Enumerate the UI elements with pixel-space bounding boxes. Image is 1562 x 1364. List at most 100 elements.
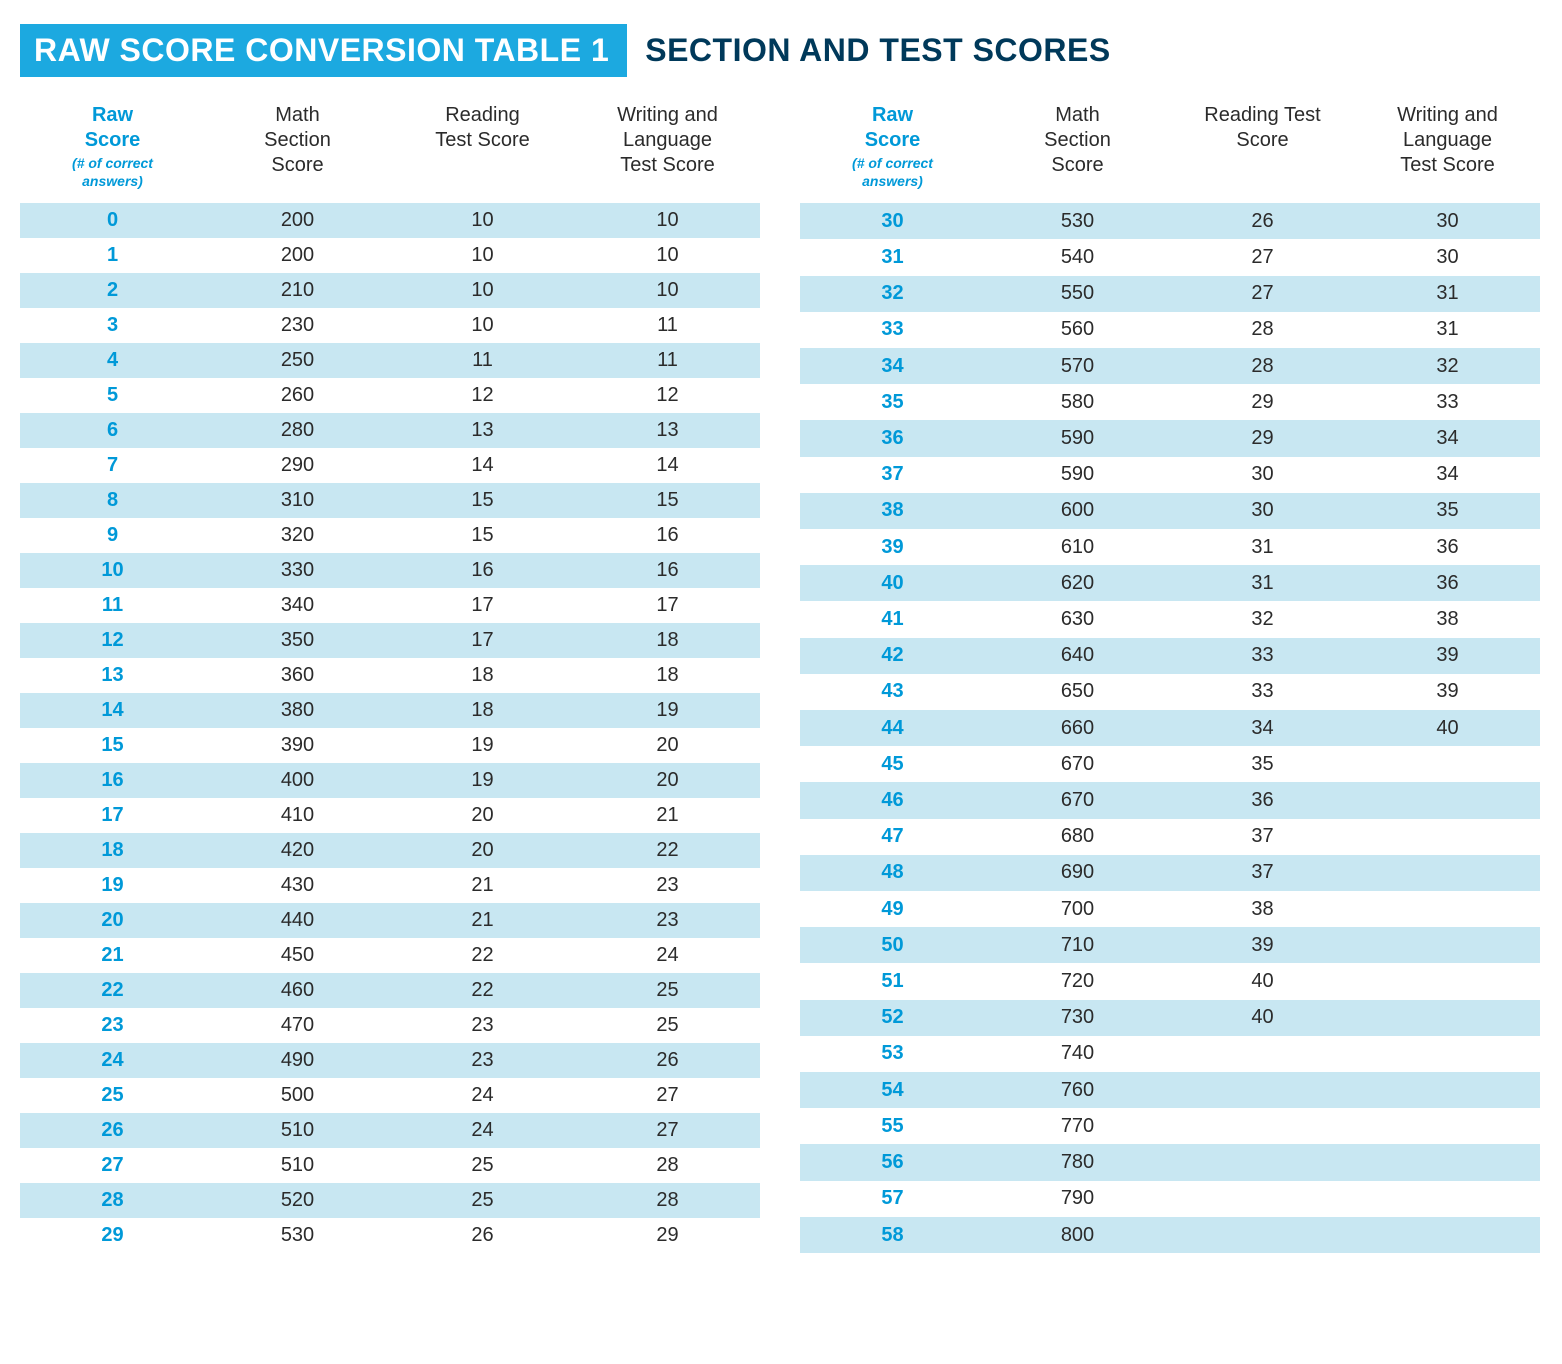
cell-writing-score xyxy=(1355,855,1540,891)
cell-reading-score: 24 xyxy=(390,1113,575,1148)
raw-line2: Score xyxy=(85,129,141,151)
writing-line1: Writing and xyxy=(1397,104,1498,126)
cell-writing-score xyxy=(1355,746,1540,782)
cell-reading-score: 30 xyxy=(1170,493,1355,529)
cell-math-score: 310 xyxy=(205,483,390,518)
cell-math-score: 670 xyxy=(985,746,1170,782)
cell-math-score: 790 xyxy=(985,1181,1170,1217)
table-row: 285202528 xyxy=(20,1183,760,1218)
cell-reading-score: 37 xyxy=(1170,819,1355,855)
cell-raw-score: 34 xyxy=(800,348,985,384)
cell-reading-score: 19 xyxy=(390,763,575,798)
cell-math-score: 280 xyxy=(205,413,390,448)
table-row: 164001920 xyxy=(20,763,760,798)
cell-writing-score: 18 xyxy=(575,623,760,658)
cell-raw-score: 23 xyxy=(20,1008,205,1043)
cell-math-score: 550 xyxy=(985,276,1170,312)
cell-math-score: 700 xyxy=(985,891,1170,927)
raw-line1: Raw xyxy=(872,104,913,126)
cell-math-score: 510 xyxy=(205,1148,390,1183)
table-row: 234702325 xyxy=(20,1008,760,1043)
cell-raw-score: 12 xyxy=(20,623,205,658)
table-row: 42501111 xyxy=(20,343,760,378)
cell-raw-score: 9 xyxy=(20,518,205,553)
table-row: 53740 xyxy=(800,1036,1540,1072)
table-row: 315402730 xyxy=(800,239,1540,275)
table-body-right: 305302630315402730 32 55027 31 33560283134 57… xyxy=(800,203,1540,1253)
cell-writing-score xyxy=(1355,782,1540,818)
cell-raw-score: 48 xyxy=(800,855,985,891)
cell-raw-score: 19 xyxy=(20,868,205,903)
table-row: 57790 xyxy=(800,1181,1540,1217)
cell-reading-score: 22 xyxy=(390,938,575,973)
cell-reading-score: 19 xyxy=(390,728,575,763)
table-row: 265102427 xyxy=(20,1113,760,1148)
cell-raw-score: 55 xyxy=(800,1108,985,1144)
tables-container: Raw Score (# of correct answers) Math Se… xyxy=(20,95,1542,1253)
raw-line1: Raw xyxy=(92,104,133,126)
writing-line3: Test Score xyxy=(1400,154,1494,176)
conversion-table-left: Raw Score (# of correct answers) Math Se… xyxy=(20,95,760,1253)
cell-reading-score xyxy=(1170,1217,1355,1253)
cell-raw-score: 57 xyxy=(800,1181,985,1217)
cell-writing-score: 23 xyxy=(575,868,760,903)
cell-writing-score: 27 xyxy=(575,1113,760,1148)
cell-reading-score: 40 xyxy=(1170,1000,1355,1036)
table-row: 103301616 xyxy=(20,553,760,588)
cell-math-score: 460 xyxy=(205,973,390,1008)
cell-math-score: 770 xyxy=(985,1108,1170,1144)
cell-reading-score xyxy=(1170,1181,1355,1217)
cell-writing-score: 25 xyxy=(575,1008,760,1043)
table-row: 335602831 xyxy=(800,312,1540,348)
cell-raw-score: 5 xyxy=(20,378,205,413)
cell-math-score: 400 xyxy=(205,763,390,798)
table-row: 305302630 xyxy=(800,203,1540,239)
cell-writing-score xyxy=(1355,1181,1540,1217)
table-row: 83101515 xyxy=(20,483,760,518)
cell-writing-score: 16 xyxy=(575,553,760,588)
cell-reading-score: 31 xyxy=(1170,565,1355,601)
cell-raw-score: 18 xyxy=(20,833,205,868)
cell-math-score: 640 xyxy=(985,638,1170,674)
cell-writing-score: 32 xyxy=(1355,348,1540,384)
cell-reading-score: 10 xyxy=(390,273,575,308)
cell-math-score: 650 xyxy=(985,674,1170,710)
cell-raw-score: 47 xyxy=(800,819,985,855)
table-row: 5071039 xyxy=(800,927,1540,963)
table-row: 386003035 xyxy=(800,493,1540,529)
cell-raw-score: 42 xyxy=(800,638,985,674)
cell-raw-score: 16 xyxy=(20,763,205,798)
table-row: 62801313 xyxy=(20,413,760,448)
cell-math-score: 430 xyxy=(205,868,390,903)
cell-raw-score: 25 xyxy=(20,1078,205,1113)
cell-raw-score: 17 xyxy=(20,798,205,833)
cell-writing-score: 15 xyxy=(575,483,760,518)
cell-math-score: 530 xyxy=(205,1218,390,1253)
cell-math-score: 500 xyxy=(205,1078,390,1113)
table-row: 4667036 xyxy=(800,782,1540,818)
cell-math-score: 690 xyxy=(985,855,1170,891)
cell-reading-score: 14 xyxy=(390,448,575,483)
cell-writing-score: 10 xyxy=(575,203,760,238)
cell-math-score: 330 xyxy=(205,553,390,588)
cell-writing-score: 36 xyxy=(1355,529,1540,565)
cell-math-score: 630 xyxy=(985,601,1170,637)
table-row: 22101010 xyxy=(20,273,760,308)
table-row: 244902326 xyxy=(20,1043,760,1078)
cell-math-score: 260 xyxy=(205,378,390,413)
cell-writing-score: 17 xyxy=(575,588,760,623)
cell-math-score: 420 xyxy=(205,833,390,868)
table-row: 133601818 xyxy=(20,658,760,693)
table-head-right: Raw Score (# of correct answers) Math Se… xyxy=(800,95,1540,203)
cell-math-score: 720 xyxy=(985,963,1170,999)
math-line3: Score xyxy=(1051,154,1103,176)
cell-reading-score: 26 xyxy=(1170,203,1355,239)
cell-reading-score: 27 xyxy=(1170,276,1355,312)
cell-writing-score xyxy=(1355,1072,1540,1108)
cell-raw-score: 31 xyxy=(800,239,985,275)
cell-reading-score xyxy=(1170,1144,1355,1180)
cell-reading-score: 29 xyxy=(1170,420,1355,456)
cell-writing-score: 23 xyxy=(575,903,760,938)
cell-reading-score: 23 xyxy=(390,1043,575,1078)
cell-writing-score: 14 xyxy=(575,448,760,483)
